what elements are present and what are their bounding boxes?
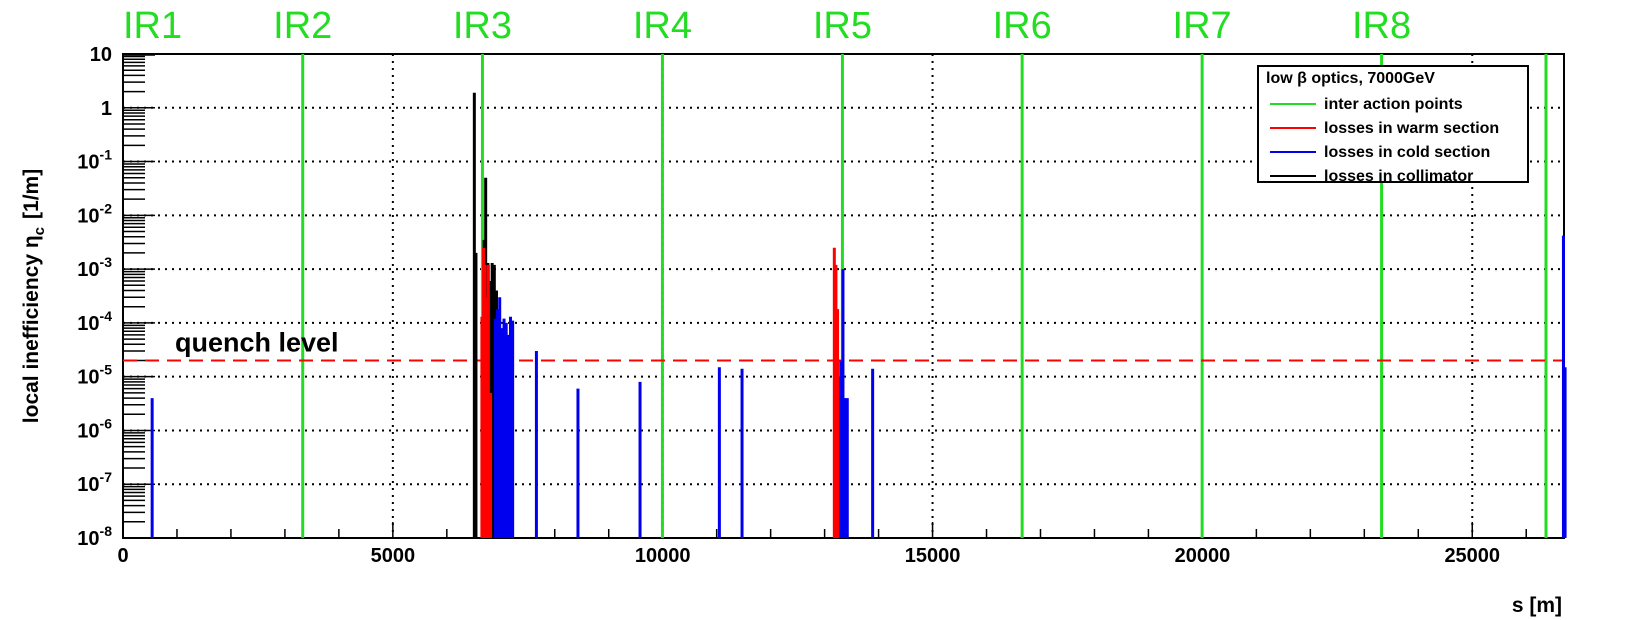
x-tick-label: 10000: [635, 545, 691, 567]
y-axis-label: local inefficiency ηc [1/m]: [20, 169, 48, 423]
series: [150, 235, 1567, 538]
loss-series: [150, 92, 1567, 538]
y-tick-exponent: -5: [100, 362, 113, 378]
y-tick-label: 10-5: [77, 362, 112, 389]
interaction-point-labels: IR1 IR2 IR3 IR4 IR5 IR6 IR7 IR8: [123, 5, 1411, 47]
legend-entry-label: losses in cold section: [1324, 144, 1490, 161]
x-tick-label: 5000: [371, 545, 416, 567]
y-tick-label: 10-4: [77, 308, 112, 335]
y-tick-base: 10: [77, 474, 99, 496]
ir-label: IR8: [1352, 5, 1411, 47]
y-tick-base: 1: [101, 98, 112, 120]
y-tick-exponent: -3: [100, 254, 113, 270]
y-tick-exponent: -4: [100, 308, 113, 324]
quench-level-label: quench level: [175, 327, 339, 357]
y-tick-base: 10: [90, 44, 112, 66]
y-tick-label: 10-1: [77, 147, 112, 174]
y-tick-exponent: -6: [100, 415, 113, 431]
y-axis-label-unit: [1/m]: [20, 169, 43, 219]
x-tick-label: 15000: [905, 545, 961, 567]
legend-entry-label: losses in collimator: [1324, 168, 1473, 185]
y-tick-label: 10-7: [77, 469, 112, 496]
ir-label: IR1: [123, 5, 182, 47]
y-tick-base: 10: [77, 367, 99, 389]
y-tick-base: 10: [77, 259, 99, 281]
legend-entry-label: losses in warm section: [1324, 120, 1499, 137]
quench-level: quench level: [123, 327, 1564, 362]
y-tick-label: 10-6: [77, 415, 112, 442]
y-tick-exponent: -2: [100, 200, 113, 216]
ir-label: IR5: [813, 5, 872, 47]
x-tick-label: 20000: [1175, 545, 1231, 567]
y-tick-label: 10: [90, 44, 112, 66]
y-tick-exponent: -7: [100, 469, 113, 485]
y-tick-base: 10: [77, 152, 99, 174]
y-axis-label-subscript: c: [31, 227, 48, 235]
y-tick-label: 1: [101, 98, 112, 120]
legend: low β optics, 7000GeV inter action points…: [1257, 65, 1529, 185]
ir-label: IR2: [273, 5, 332, 47]
x-axis-label: s [m]: [1512, 594, 1562, 617]
y-tick-base: 10: [77, 313, 99, 335]
y-tick-base: 10: [77, 420, 99, 442]
y-tick-exponent: -8: [100, 523, 113, 539]
legend-entry-label: inter action points: [1324, 96, 1463, 113]
x-tick-label: 0: [117, 545, 128, 567]
x-tick-label: 25000: [1444, 545, 1500, 567]
y-axis-label-main: local inefficiency η: [20, 235, 43, 423]
ir-label: IR3: [453, 5, 512, 47]
y-tick-base: 10: [77, 528, 99, 550]
legend-box: [1257, 65, 1529, 183]
y-tick-exponent: -1: [100, 147, 113, 163]
y-minor-ticks: [123, 54, 155, 539]
y-tick-label: 10-8: [77, 523, 112, 550]
ir-label: IR7: [1173, 5, 1232, 47]
y-tick-base: 10: [77, 205, 99, 227]
ir-label: IR6: [993, 5, 1052, 47]
ir-label: IR4: [633, 5, 692, 47]
legend-title: low β optics, 7000GeV: [1266, 70, 1435, 87]
y-tick-label: 10-3: [77, 254, 112, 281]
x-axis: 0 5000 10000 15000 20000 25000: [117, 522, 1527, 567]
y-tick-label: 10-2: [77, 200, 112, 227]
